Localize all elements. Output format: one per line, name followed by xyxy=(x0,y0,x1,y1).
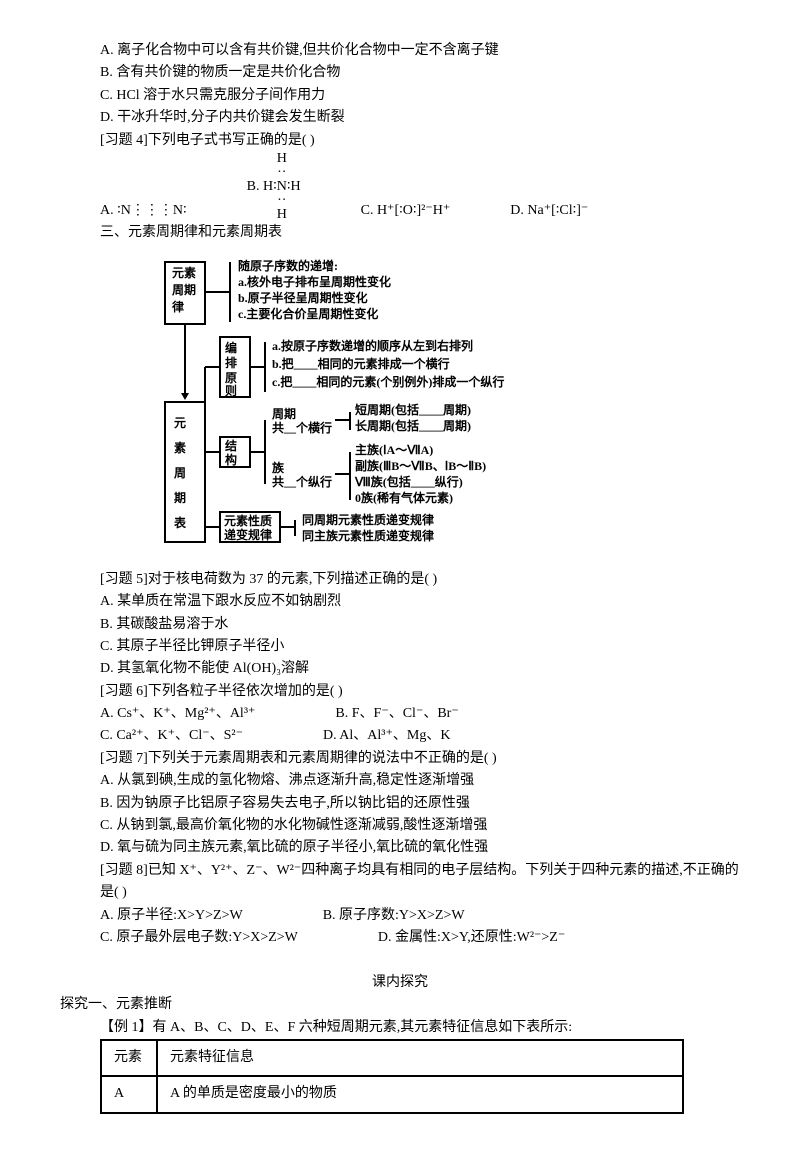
svg-text:元素: 元素 xyxy=(172,265,196,280)
q5-option-C: C. 其原子半径比钾原子半径小 xyxy=(100,636,740,658)
q4-option-D: D. Na⁺[∶Cl∶]⁻ xyxy=(510,200,588,222)
option-A: A. 离子化合物中可以含有共价键,但共价化合物中一定不含离子键 xyxy=(100,40,740,62)
option-B: B. 含有共价键的物质一定是共价化合物 xyxy=(100,62,740,84)
svg-text:共__个横行: 共__个横行 xyxy=(272,420,332,435)
table-header-1: 元素 xyxy=(101,1040,157,1076)
svg-text:元: 元 xyxy=(174,416,186,430)
svg-text:结: 结 xyxy=(225,438,237,453)
q8-option-D: D. 金属性:X>Y,还原性:W²⁻>Z⁻ xyxy=(378,927,565,949)
svg-text:b.把____相同的元素排成一个横行: b.把____相同的元素排成一个横行 xyxy=(272,356,450,371)
question-5: [习题 5]对于核电荷数为 37 的元素,下列描述正确的是( ) xyxy=(100,569,740,591)
q6-option-D: D. Al、Al³⁺、Mg、K xyxy=(323,725,450,747)
q7-option-B: B. 因为钠原子比铝原子容易失去电子,所以钠比铝的还原性强 xyxy=(100,793,740,815)
option-C: C. HCl 溶于水只需克服分子间作用力 xyxy=(100,85,740,107)
q4-option-A: A. ∶N⋮⋮⋮N∶ xyxy=(100,200,187,222)
svg-text:表: 表 xyxy=(173,515,187,530)
svg-text:长周期(包括____周期): 长周期(包括____周期) xyxy=(355,418,471,433)
section-3-title: 三、元素周期律和元素周期表 xyxy=(100,222,740,244)
svg-text:排: 排 xyxy=(225,355,237,370)
q8-option-C: C. 原子最外层电子数:Y>X>Z>W xyxy=(100,927,298,949)
svg-text:同周期元素性质递变规律: 同周期元素性质递变规律 xyxy=(302,512,434,527)
question-6: [习题 6]下列各粒子半径依次增加的是( ) xyxy=(100,681,740,703)
q6-option-A: A. Cs⁺、K⁺、Mg²⁺、Al³⁺ xyxy=(100,703,255,725)
svg-text:Ⅷ族(包括____纵行): Ⅷ族(包括____纵行) xyxy=(354,474,463,489)
svg-text:素: 素 xyxy=(174,440,186,455)
svg-text:随原子序数的递增:: 随原子序数的递增: xyxy=(238,258,338,273)
svg-text:律: 律 xyxy=(172,299,184,314)
q7-option-A: A. 从氯到碘,生成的氢化物熔、沸点逐渐升高,稳定性逐渐增强 xyxy=(100,770,740,792)
svg-text:c.主要化合价呈周期性变化: c.主要化合价呈周期性变化 xyxy=(238,306,378,321)
question-8: [习题 8]已知 X⁺、Y²⁺、Z⁻、W²⁻四种离子均具有相同的电子层结构。下列… xyxy=(100,860,740,905)
table-cell-A-info: A 的单质是密度最小的物质 xyxy=(157,1076,683,1112)
svg-text:族: 族 xyxy=(272,460,285,475)
q4-option-B: B. H∶ H ·· N ·· H ∶H xyxy=(247,152,301,222)
option-D: D. 干冰升华时,分子内共价键会发生断裂 xyxy=(100,107,740,129)
question-4: [习题 4]下列电子式书写正确的是( ) xyxy=(100,130,740,152)
svg-text:周: 周 xyxy=(174,466,186,480)
example-1: 【例 1】有 A、B、C、D、E、F 六种短周期元素,其元素特征信息如下表所示: xyxy=(100,1017,740,1039)
svg-text:周期: 周期 xyxy=(172,282,196,297)
svg-text:期: 期 xyxy=(174,490,186,505)
exploration-1: 探究一、元素推断 xyxy=(60,994,740,1016)
svg-text:a.核外电子排布呈周期性变化: a.核外电子排布呈周期性变化 xyxy=(238,274,391,289)
svg-text:周期: 周期 xyxy=(272,406,296,421)
q8-option-B: B. 原子序数:Y>X>Z>W xyxy=(323,905,465,927)
periodic-law-diagram: text{font-family:SimSun;font-size:12px;f… xyxy=(60,252,740,560)
svg-text:c.把____相同的元素(个别例外)排成一个纵行: c.把____相同的元素(个别例外)排成一个纵行 xyxy=(272,374,504,389)
svg-text:则: 则 xyxy=(225,384,237,398)
svg-text:短周期(包括____周期): 短周期(包括____周期) xyxy=(355,402,471,417)
q5-option-A: A. 某单质在常温下跟水反应不如钠剧烈 xyxy=(100,591,740,613)
q6-option-B: B. F、F⁻、Cl⁻、Br⁻ xyxy=(335,703,458,725)
svg-text:递变规律: 递变规律 xyxy=(224,527,272,542)
svg-text:元素性质: 元素性质 xyxy=(224,513,272,528)
in-class-title: 课内探究 xyxy=(60,972,740,994)
q7-option-D: D. 氧与硫为同主族元素,氧比硫的原子半径小,氧比硫的氧化性强 xyxy=(100,837,740,859)
svg-text:副族(ⅢB～ⅦB、ⅠB～ⅡB): 副族(ⅢB～ⅦB、ⅠB～ⅡB) xyxy=(355,458,486,473)
svg-text:构: 构 xyxy=(225,452,237,467)
svg-text:b.原子半径呈周期性变化: b.原子半径呈周期性变化 xyxy=(238,290,368,305)
q6-option-C: C. Ca²⁺、K⁺、Cl⁻、S²⁻ xyxy=(100,725,243,747)
element-table: 元素 元素特征信息 A A 的单质是密度最小的物质 xyxy=(100,1039,684,1114)
svg-text:主族(ⅠA～ⅦA): 主族(ⅠA～ⅦA) xyxy=(355,442,433,457)
table-cell-A: A xyxy=(101,1076,157,1112)
q4-option-C: C. H⁺[∶O∶]²⁻H⁺ xyxy=(361,200,451,222)
question-7: [习题 7]下列关于元素周期表和元素周期律的说法中不正确的是( ) xyxy=(100,748,740,770)
q8-option-A: A. 原子半径:X>Y>Z>W xyxy=(100,905,243,927)
q5-option-D: D. 其氢氧化物不能使 Al(OH)₃溶解 xyxy=(100,658,740,680)
q7-option-C: C. 从钠到氯,最高价氧化物的水化物碱性逐渐减弱,酸性逐渐增强 xyxy=(100,815,740,837)
q5-option-B: B. 其碳酸盐易溶于水 xyxy=(100,614,740,636)
svg-text:原: 原 xyxy=(225,371,237,385)
svg-text:同主族元素性质递变规律: 同主族元素性质递变规律 xyxy=(302,528,434,543)
table-header-2: 元素特征信息 xyxy=(157,1040,683,1076)
svg-text:编: 编 xyxy=(224,340,237,355)
svg-text:0族(稀有气体元素): 0族(稀有气体元素) xyxy=(355,490,453,505)
svg-text:共__个纵行: 共__个纵行 xyxy=(272,474,332,489)
svg-text:a.按原子序数递增的顺序从左到右排列: a.按原子序数递增的顺序从左到右排列 xyxy=(272,338,473,353)
